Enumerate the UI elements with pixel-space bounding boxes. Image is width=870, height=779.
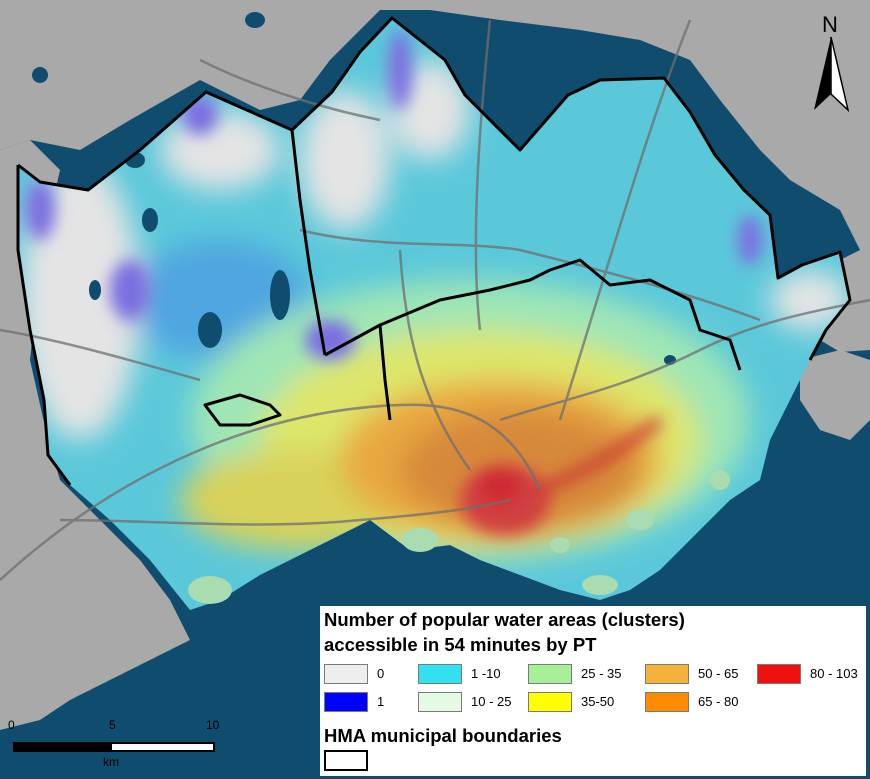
scale-tick-5: 5 [109,718,116,732]
islands [188,470,730,604]
scale-tick-0: 0 [8,718,15,732]
legend-label-2: 1 -10 [471,666,501,681]
legend-boundary-swatch [324,750,368,771]
north-arrow-icon [814,36,850,112]
major-roads [0,19,870,581]
legend-swatch-3 [418,692,462,712]
scale-unit: km [103,755,119,769]
scale-tick-10: 10 [206,718,220,732]
legend-label-6: 50 - 65 [698,666,739,681]
scale-bar-graphic [13,742,215,752]
land-outside-east [800,350,870,440]
legend-label-4: 25 - 35 [581,666,622,681]
legend-swatch-8 [757,664,801,684]
scale-bar: 0 5 10 km [8,718,223,773]
legend-label-5: 35-50 [581,694,615,709]
land-outside-north [0,0,870,355]
legend-title-line2: accessible in 54 minutes by PT [324,634,597,655]
legend-swatch-4 [528,664,572,684]
legend-swatch-5 [528,692,572,712]
legend-label-1: 1 [377,694,385,709]
land-outside-west [0,140,190,730]
north-label: N [822,12,838,37]
legend: Number of popular water areas (clusters)… [320,606,866,776]
legend-swatch-2 [418,664,462,684]
municipal-boundaries [16,16,852,486]
legend-label-8: 80 - 103 [810,666,858,681]
legend-swatch-0 [324,664,368,684]
legend-swatch-1 [324,692,368,712]
legend-boundary-label: HMA municipal boundaries [324,725,562,746]
legend-label-0: 0 [377,666,385,681]
legend-label-3: 10 - 25 [471,694,512,709]
legend-title-line1: Number of popular water areas (clusters) [324,609,685,630]
legend-label-7: 65 - 80 [698,694,739,709]
legend-swatch-6 [645,664,689,684]
legend-swatch-7 [645,692,689,712]
north-arrow: N [806,12,856,112]
